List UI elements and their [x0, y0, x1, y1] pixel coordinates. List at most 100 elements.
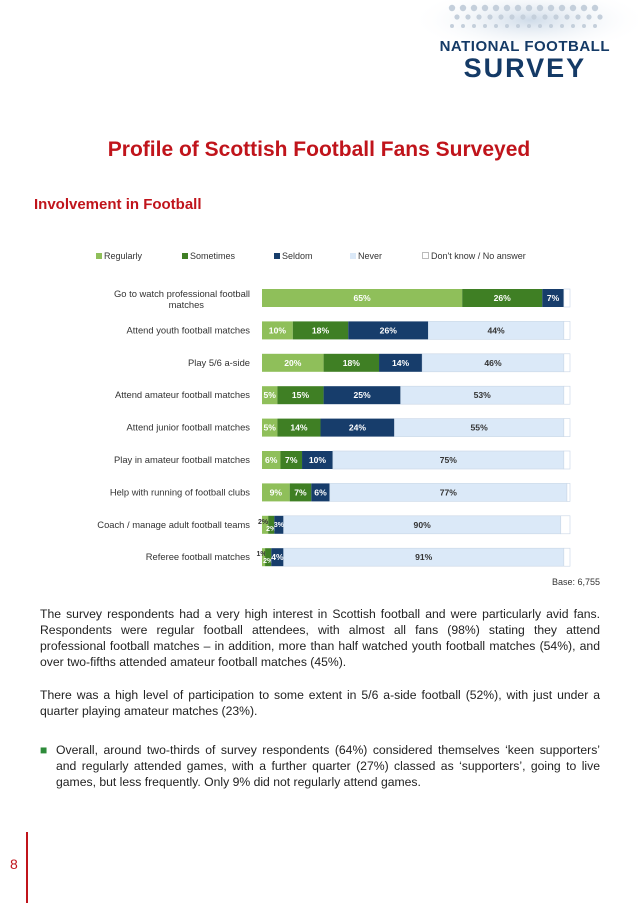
data-label: 18%: [312, 325, 330, 335]
light-dot: [450, 24, 454, 28]
light-dot: [593, 24, 597, 28]
light-dot: [503, 4, 511, 12]
bar-row: Go to watch professional football matches…: [114, 288, 571, 310]
data-label: 5%: [263, 390, 276, 400]
light-dot: [542, 14, 548, 20]
data-label: 2%: [258, 519, 269, 526]
bar-segment: [262, 321, 293, 340]
legend-swatch-sometimes: [182, 253, 188, 259]
category-label: Attend youth football matches: [126, 324, 250, 335]
bar-row: Play 5/6 a-side 20% 18% 14% 46%: [188, 353, 571, 373]
bar-row: Attend junior football matches 5% 14% 24% 55…: [126, 418, 571, 437]
data-label: 25%: [353, 390, 371, 400]
data-label: 20%: [284, 358, 302, 368]
bar-segment: [311, 483, 330, 502]
light-dot: [536, 4, 544, 12]
bullet-square-icon: ■: [40, 743, 48, 757]
legend-label-sometimes: Sometimes: [190, 251, 236, 261]
data-label: 53%: [474, 390, 492, 400]
light-dot: [514, 4, 522, 12]
light-dot: [498, 14, 504, 20]
bar-segment: [302, 451, 333, 469]
light-dot: [525, 4, 533, 12]
bar-segment: [277, 386, 324, 405]
legend-swatch-dont-know: [422, 252, 429, 259]
light-dot: [571, 24, 575, 28]
data-label: 26%: [380, 325, 398, 335]
bar-segment: [280, 451, 303, 469]
bar-segment: [563, 321, 571, 340]
light-dot: [597, 14, 603, 20]
bar-segment: [563, 547, 571, 567]
data-label: 44%: [487, 325, 505, 335]
paragraph-3: Overall, around two-thirds of survey res…: [56, 743, 600, 789]
data-label: 90%: [414, 520, 432, 530]
light-dot: [580, 4, 588, 12]
light-dot: [454, 14, 460, 20]
bar-segment: [563, 418, 571, 437]
legend-label-seldom: Seldom: [282, 251, 313, 261]
light-dot: [560, 24, 564, 28]
light-dot: [527, 24, 531, 28]
light-dot: [492, 4, 500, 12]
base-note: Base: 6,755: [551, 577, 600, 587]
bar-segment: [323, 386, 401, 405]
page-title: Profile of Scottish Football Fans Survey…: [107, 138, 531, 161]
legend-label-never: Never: [358, 251, 383, 261]
data-label: 10%: [309, 455, 327, 465]
paragraph-1: The survey respondents had a very high i…: [40, 607, 600, 669]
data-label: 46%: [484, 358, 502, 368]
data-label: 1%: [256, 551, 267, 558]
bar-segment: [566, 483, 571, 502]
data-label: 65%: [353, 293, 371, 303]
legend-item-regularly: Regularly: [96, 251, 142, 261]
legend-label-dont-know: Don't know / No answer: [431, 251, 526, 261]
data-label: 2%: [266, 526, 277, 533]
bar-segment: [563, 450, 571, 470]
legend-label-regularly: Regularly: [104, 251, 143, 261]
light-dot: [575, 14, 581, 20]
legend-item-never: Never: [350, 251, 382, 261]
brand-logo: NATIONAL FOOTBALL SURVEY: [440, 38, 610, 84]
bar-segment: [262, 451, 281, 469]
light-dot: [538, 24, 542, 28]
data-label: 2%: [263, 558, 274, 565]
bar-row: Attend youth football matches 10% 18% 26% 44…: [126, 321, 571, 340]
data-label: 6%: [265, 455, 278, 465]
stacked-bar-chart: Go to watch professional football matches…: [97, 288, 571, 567]
light-dot: [483, 24, 487, 28]
data-label: 91%: [415, 552, 433, 562]
bar-segment: [462, 289, 543, 307]
light-dot: [465, 14, 471, 20]
header-band: NATIONAL FOOTBALL SURVEY: [0, 0, 638, 108]
bar-segment: [348, 321, 429, 340]
category-label: Play in amateur football matches: [114, 454, 250, 465]
bar-row: Play in amateur football matches 6% 7% 10% 7…: [114, 450, 571, 470]
stadium-lights-graphic: [410, 0, 638, 54]
bar-row: Attend amateur football matches 5% 15% 25% 5…: [115, 385, 571, 405]
bar-row: Help with running of football clubs 9% 7% 6…: [110, 483, 571, 502]
page-number: 8: [10, 856, 18, 872]
legend-swatch-regularly: [96, 253, 102, 259]
bar-segment: [277, 418, 321, 437]
data-label: 7%: [294, 487, 307, 497]
brand-line-1: NATIONAL FOOTBALL: [439, 38, 610, 55]
light-dot: [516, 24, 520, 28]
light-dot: [547, 4, 555, 12]
light-dot: [558, 4, 566, 12]
data-label: 15%: [292, 390, 310, 400]
category-label: Attend amateur football matches: [115, 389, 250, 400]
section-title: Involvement in Football: [34, 196, 202, 213]
category-label: Coach / manage adult football teams: [97, 519, 250, 530]
bar-segment: [563, 385, 571, 405]
bar-segment: [563, 353, 571, 373]
bar-segment: [271, 548, 284, 567]
bar-segment: [262, 515, 269, 534]
light-dot: [476, 14, 482, 20]
bar-segment: [268, 515, 275, 534]
bar-segment: [289, 483, 312, 502]
category-label: Play 5/6 a-side: [188, 357, 250, 368]
bar-segment: [323, 353, 380, 372]
light-dot: [472, 24, 476, 28]
light-dot: [553, 14, 559, 20]
